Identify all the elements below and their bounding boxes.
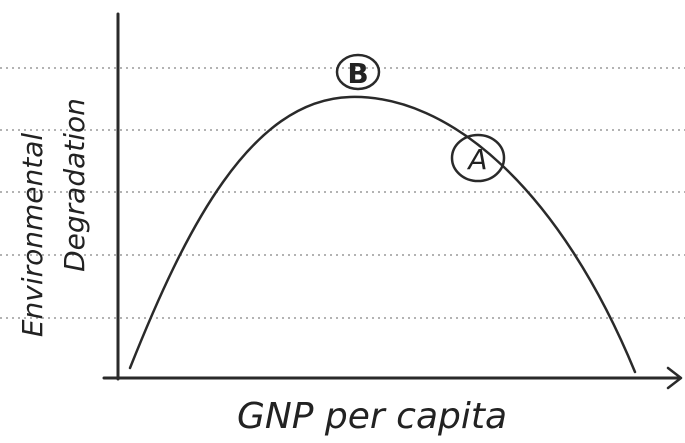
y-axis-label: Environmental Degradation [16,98,91,337]
point-b-label: B [347,57,368,90]
x-axis-arrow [666,366,683,390]
curve [128,95,637,374]
point-b-circle [335,53,381,91]
point-a-circle [450,133,506,183]
y-axis-label-line: Degradation [58,98,91,272]
point-a-label: A [466,143,487,176]
y-axis-label-line: Environmental [16,133,49,338]
ruled-lines [0,67,685,319]
x-axis-label: GNP per capita [237,396,507,437]
